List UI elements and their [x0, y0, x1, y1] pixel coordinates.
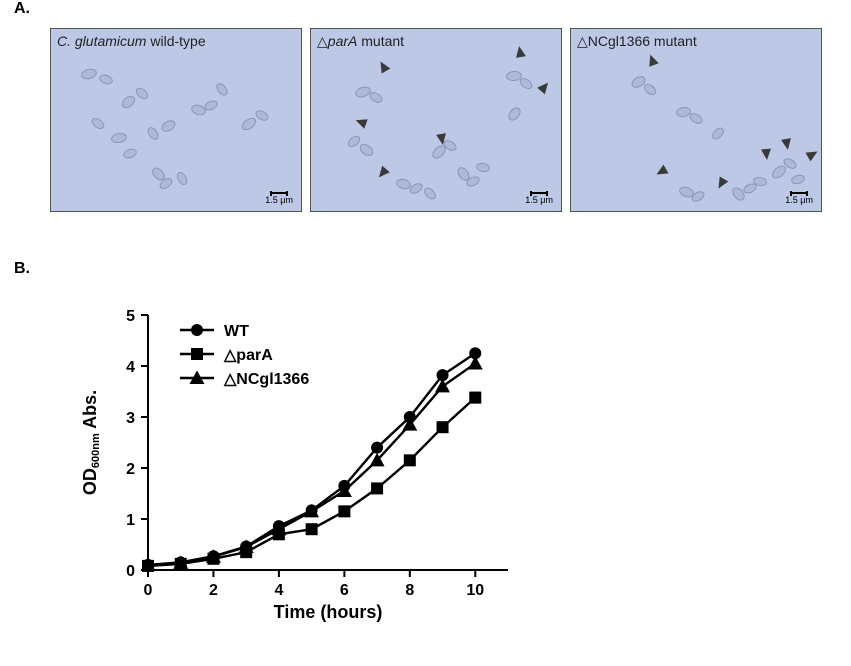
svg-text:0: 0 [144, 582, 153, 599]
svg-text:WT: WT [224, 323, 249, 340]
svg-text:△NCgl1366: △NCgl1366 [223, 371, 309, 388]
micrograph-1: △parA mutant 1.5 μm [310, 28, 562, 212]
scale-bar: 1.5 μm [265, 192, 293, 205]
cell-shape [98, 73, 114, 86]
svg-text:8: 8 [405, 582, 414, 599]
cell-shape [710, 125, 726, 141]
indicator-arrow [654, 165, 669, 179]
micrograph-caption: C. glutamicum wild-type [57, 33, 206, 49]
svg-text:4: 4 [126, 359, 135, 376]
cell-shape [642, 82, 659, 98]
indicator-arrow [514, 45, 526, 58]
indicator-arrow [806, 147, 821, 161]
indicator-arrow [646, 53, 659, 67]
svg-text:3: 3 [126, 410, 135, 427]
cell-shape [368, 90, 385, 105]
svg-text:1: 1 [126, 512, 135, 529]
indicator-arrow [436, 133, 448, 146]
cell-shape [357, 142, 375, 159]
svg-text:△parA: △parA [223, 347, 273, 364]
cell-shape [518, 76, 535, 91]
svg-text:5: 5 [126, 308, 135, 325]
cell-shape [240, 115, 259, 132]
cell-shape [422, 185, 438, 201]
micrograph-0: C. glutamicum wild-type 1.5 μm [50, 28, 302, 212]
scale-bar: 1.5 μm [525, 192, 553, 205]
svg-text:OD600nm Abs.: OD600nm Abs. [80, 390, 102, 495]
cell-shape [214, 81, 230, 98]
svg-text:4: 4 [274, 582, 283, 599]
cell-shape [110, 132, 127, 145]
panel-a-label: A. [14, 0, 30, 18]
svg-text:2: 2 [126, 461, 135, 478]
cell-shape [134, 86, 151, 102]
scale-bar: 1.5 μm [785, 192, 813, 205]
indicator-arrow [376, 59, 390, 74]
cell-shape [120, 93, 138, 110]
cell-shape [160, 118, 178, 134]
cell-shape [80, 67, 98, 81]
svg-text:6: 6 [340, 582, 349, 599]
svg-text:Time (hours): Time (hours) [274, 602, 383, 622]
indicator-arrow [537, 79, 552, 94]
panel-b-label: B. [14, 260, 30, 278]
cell-shape [506, 105, 523, 123]
indicator-arrow [781, 138, 793, 151]
cell-shape [122, 147, 138, 160]
cell-shape [790, 173, 806, 185]
svg-text:10: 10 [466, 582, 484, 599]
svg-text:2: 2 [209, 582, 218, 599]
cell-shape [145, 125, 160, 142]
indicator-arrow [375, 166, 390, 181]
cell-shape [175, 170, 190, 187]
growth-curve-chart: 0 2 4 6 8 10 0 1 2 3 4 5 Time (hours) OD600nm Abs. WT △… [70, 290, 550, 650]
indicator-arrow [761, 149, 772, 161]
indicator-arrow [714, 177, 728, 192]
svg-text:0: 0 [126, 563, 135, 580]
cell-shape [475, 162, 490, 173]
micrograph-row: C. glutamicum wild-type1.5 μm△parA mutan… [50, 28, 822, 212]
cell-shape [90, 116, 107, 131]
micrograph-caption: △parA mutant [317, 33, 404, 50]
cell-shape [688, 111, 705, 126]
indicator-arrow [354, 116, 368, 129]
micrograph-caption: △NCgl1366 mutant [577, 33, 697, 50]
micrograph-2: △NCgl1366 mutant 1.5 μm [570, 28, 822, 212]
